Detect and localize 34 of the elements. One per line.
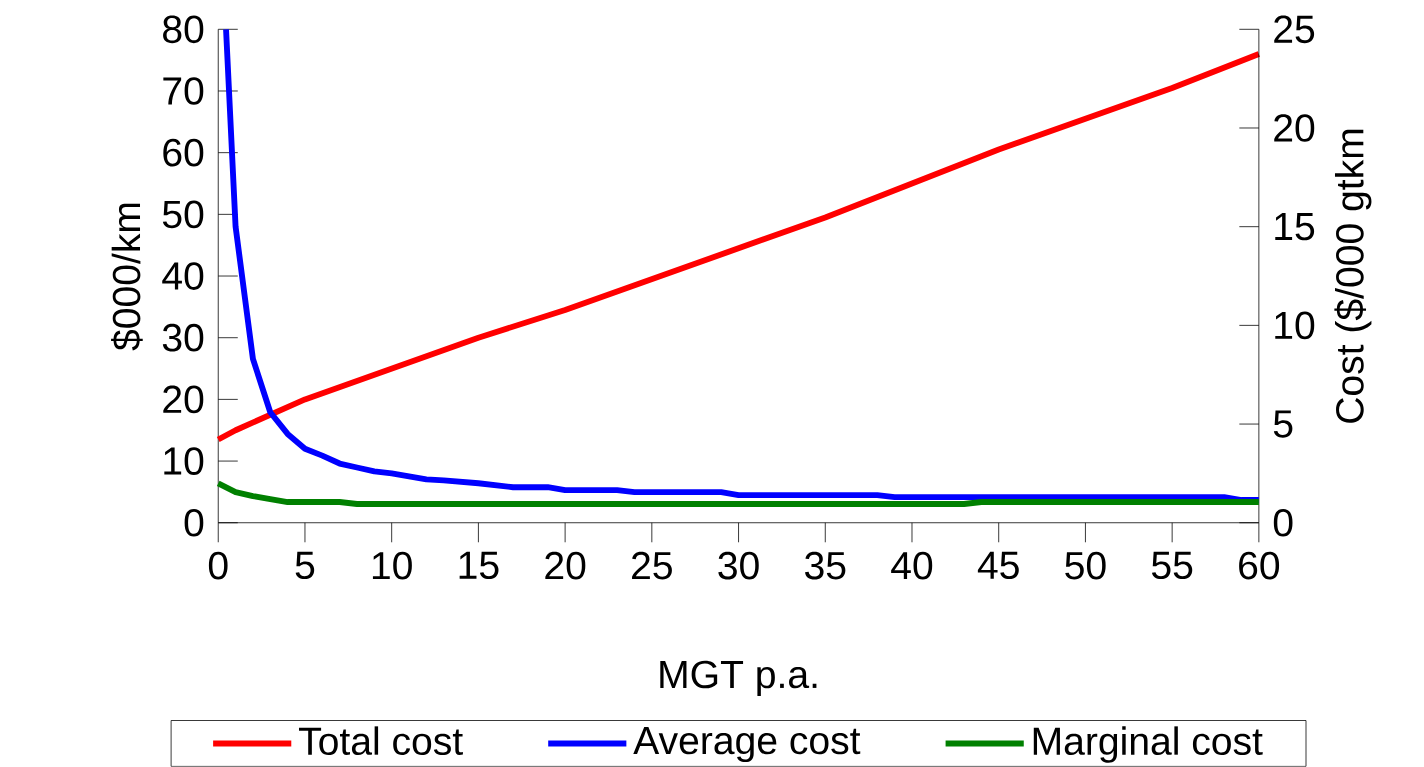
y2-tick-label: 0 [1273, 509, 1293, 537]
y-tick-label: 30 [162, 323, 204, 352]
y-tick-label: 40 [162, 262, 204, 290]
x-tick-label: 55 [1151, 551, 1193, 580]
x-axis-title: MGT p.a. [660, 660, 817, 697]
x-tick-label: 30 [718, 551, 759, 580]
y2-tick-label: 15 [1275, 213, 1315, 241]
x-tick-label: 15 [459, 551, 499, 580]
y-tick-label: 80 [163, 15, 204, 44]
x-tick-label: 25 [632, 551, 672, 580]
y-tick-label: 70 [163, 77, 204, 105]
legend-label: Marginal cost [1033, 726, 1263, 763]
y2-tick-label: 25 [1274, 15, 1315, 44]
y-axis-title: $000/km [111, 203, 143, 351]
y-tick-label: 10 [164, 447, 204, 476]
x-tick-label: 35 [805, 551, 846, 580]
legend-label: Average cost [633, 727, 861, 763]
y-tick-label: 0 [184, 509, 204, 537]
x-tick-label: 5 [295, 551, 315, 580]
y2-tick-label: 10 [1275, 311, 1315, 340]
legend-label: Total cost [298, 726, 463, 756]
y2-tick-label: 5 [1273, 410, 1293, 438]
x-tick-label: 20 [545, 551, 586, 580]
x-tick-label: 45 [977, 551, 1019, 580]
x-tick-label: 50 [1065, 551, 1106, 580]
y-tick-label: 20 [163, 385, 204, 414]
y2-tick-label: 20 [1274, 114, 1315, 142]
y-tick-label: 60 [163, 138, 204, 167]
x-tick-label: 60 [1239, 551, 1280, 580]
x-tick-label: 0 [208, 551, 228, 580]
y2-axis-title: Cost ($/000 gtkm [1334, 129, 1372, 423]
x-tick-label: 10 [372, 551, 412, 580]
y-tick-label: 50 [162, 200, 204, 229]
x-tick-label: 40 [891, 551, 933, 580]
